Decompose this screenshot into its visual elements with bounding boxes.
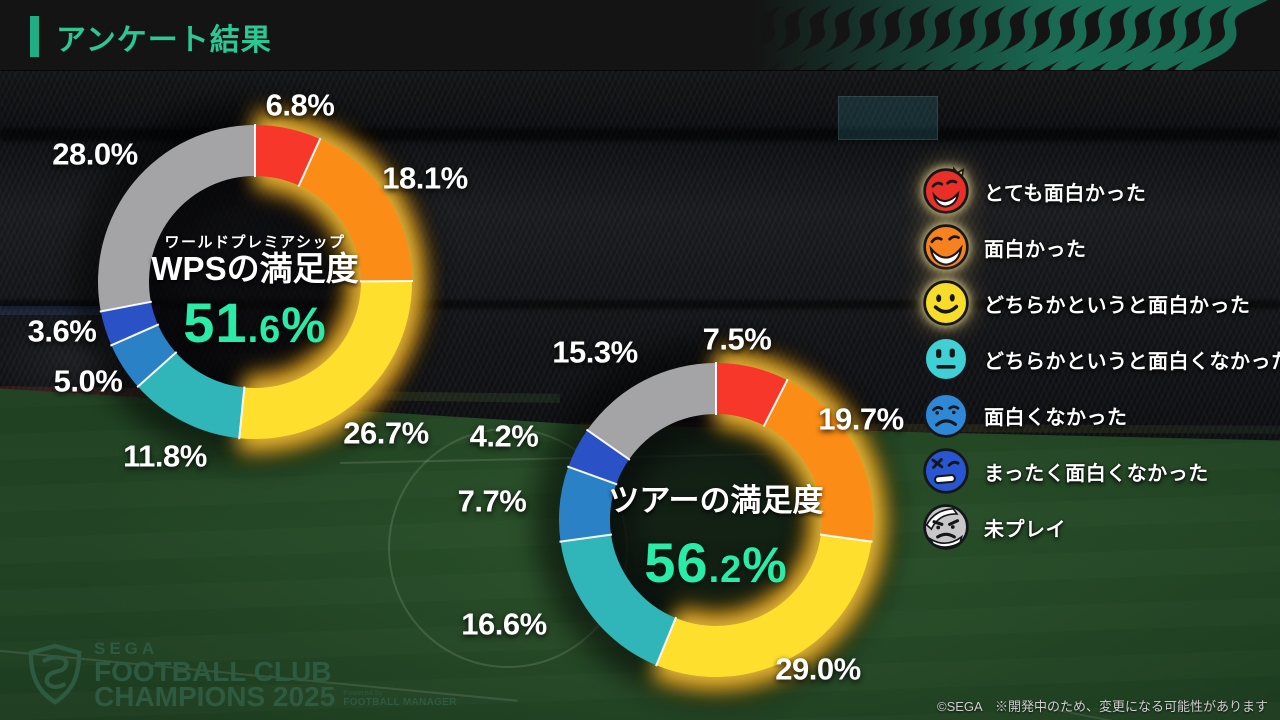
swirl-pattern-decoration bbox=[720, 0, 1280, 70]
legend-item: とても面白かった bbox=[921, 166, 1273, 216]
legend-item: 面白かった bbox=[921, 222, 1273, 272]
legend-item: どちらかというと面白くなかった bbox=[921, 334, 1280, 384]
fcc-logo-line1: FOOTBALL CLUB bbox=[94, 655, 332, 687]
page-title: アンケート結果 bbox=[56, 24, 272, 57]
not-fun-face-icon bbox=[923, 392, 969, 438]
swirl-fade bbox=[720, 0, 1280, 70]
legend-label: 面白かった bbox=[984, 238, 1087, 261]
legend-item: 面白くなかった bbox=[921, 390, 1273, 440]
not-fun-at-all-face-icon bbox=[923, 448, 969, 494]
very-fun-face-icon bbox=[923, 166, 969, 214]
header-bar: アンケート結果 bbox=[0, 0, 1280, 71]
fcc-logo-line2: CHAMPIONS 2025 bbox=[94, 681, 336, 713]
pitch-center-circle bbox=[388, 428, 628, 668]
fun-face-icon bbox=[923, 224, 969, 270]
stadium-led-board bbox=[0, 306, 160, 315]
legend-item: まったく面白くなかった bbox=[921, 446, 1273, 496]
legend-label: 面白くなかった bbox=[984, 406, 1128, 429]
legend-item: 未プレイ bbox=[921, 502, 1273, 552]
fcc-logo-text: SEGA FOOTBALL CLUB CHAMPIONS 2025 Powere… bbox=[94, 638, 457, 713]
fcc-logo-brand: SEGA bbox=[94, 638, 159, 658]
not-played-face-icon bbox=[923, 504, 969, 550]
legend-label: どちらかというと面白かった bbox=[984, 294, 1251, 317]
somewhat-fun-face-icon bbox=[923, 280, 969, 326]
title-accent-bar bbox=[30, 16, 39, 57]
stadium-tier-shadow bbox=[0, 128, 1280, 141]
fcc-shield-icon bbox=[28, 644, 82, 706]
somewhat-not-fun-face-icon bbox=[923, 336, 969, 382]
survey-legend: とても面白かった 面白かった どちらかというと面白かった どちらかというと面白く… bbox=[921, 166, 1280, 558]
stadium-screen bbox=[838, 96, 938, 140]
legend-label: とても面白かった bbox=[984, 182, 1147, 205]
legend-item: どちらかというと面白かった bbox=[921, 278, 1273, 328]
legend-label: まったく面白くなかった bbox=[984, 462, 1209, 485]
legend-label: 未プレイ bbox=[984, 518, 1066, 541]
fcc-powered-by: Powered by FOOTBALL MANAGER bbox=[343, 690, 457, 708]
sega-fcc-logo: SEGA FOOTBALL CLUB CHAMPIONS 2025 Powere… bbox=[26, 638, 457, 713]
legend-label: どちらかというと面白くなかった bbox=[984, 350, 1280, 373]
copyright-notice: ©SEGA ※開発中のため、変更になる可能性があります bbox=[937, 699, 1268, 714]
stadium-tier-shadow bbox=[0, 300, 1280, 309]
